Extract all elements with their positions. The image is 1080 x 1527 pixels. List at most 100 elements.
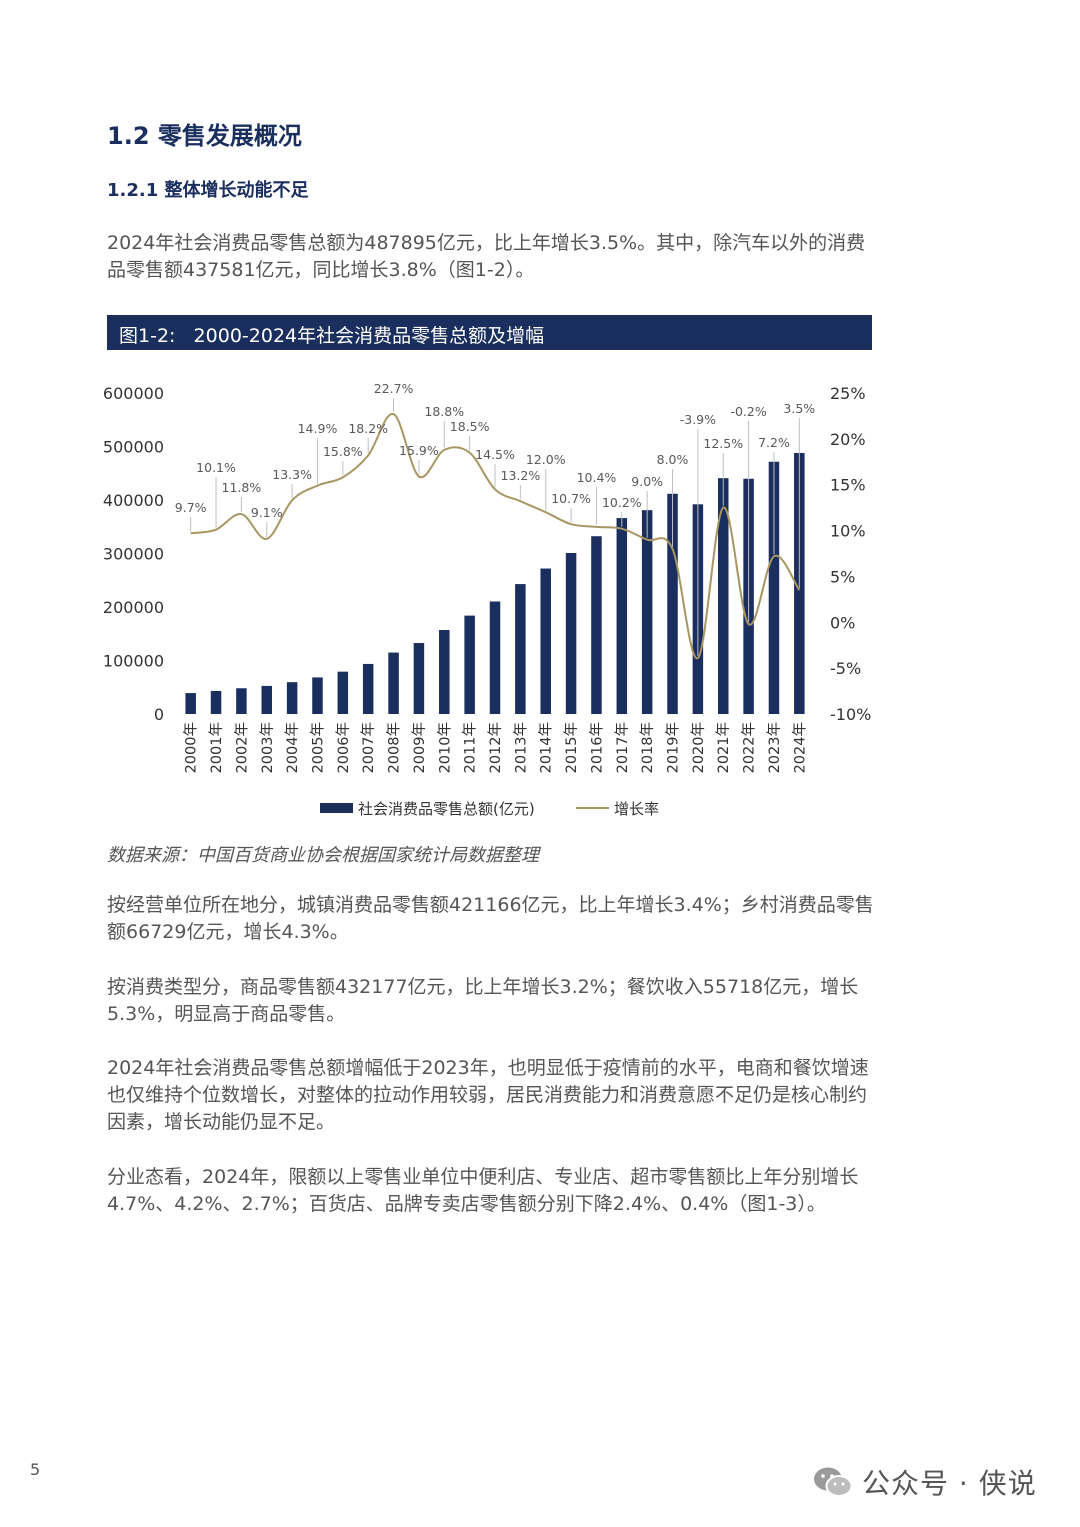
bar-2023年: [768, 461, 780, 714]
growth-label-2017年: 10.2%: [602, 495, 642, 510]
bar-2008年: [388, 652, 399, 714]
x-axis-label-2021年: 2021年: [715, 722, 732, 773]
growth-label-2015年: 10.7%: [551, 491, 591, 506]
growth-label-2009年: 15.9%: [399, 443, 439, 458]
x-axis-label-2000年: 2000年: [183, 722, 200, 773]
growth-label-2001年: 10.1%: [196, 460, 236, 475]
bar-2009年: [413, 643, 425, 714]
bar-2000年: [185, 693, 196, 714]
x-axis-label-2011年: 2011年: [462, 722, 479, 773]
left-axis-tick: 500000: [103, 438, 164, 457]
growth-label-2018年: 9.0%: [631, 474, 663, 489]
paragraph-by-format: 分业态看，2024年，限额以上零售业单位中便利店、专业店、超市零售额比上年分别增…: [107, 1166, 859, 1215]
x-axis-label-2014年: 2014年: [538, 722, 555, 773]
watermark-text: 公众号 · 侠说: [862, 1467, 1037, 1500]
growth-label-2024年: 3.5%: [783, 401, 815, 416]
right-axis-tick: 0%: [830, 613, 855, 632]
intro-paragraph: 2024年社会消费品零售总额为487895亿元，比上年增长3.5%。其中，除汽车…: [107, 232, 866, 281]
growth-label-2008年: 22.7%: [374, 381, 414, 396]
growth-label-2006年: 15.8%: [323, 444, 363, 459]
bar-2014年: [540, 568, 551, 714]
legend-bar-label: 社会消费品零售总额(亿元): [358, 800, 535, 818]
growth-label-2022年: -0.2%: [730, 404, 766, 419]
growth-label-2020年: -3.9%: [680, 412, 716, 427]
chart-legend: 社会消费品零售总额(亿元) 增长率: [320, 800, 659, 818]
subsection-heading: 1.2.1 整体增长动能不足: [107, 180, 309, 201]
left-axis-tick: 400000: [103, 491, 164, 510]
x-axis-label-2023年: 2023年: [766, 722, 783, 773]
x-axis-label-2017年: 2017年: [614, 722, 631, 773]
bar-2015年: [565, 553, 577, 714]
x-axis-label-2016年: 2016年: [588, 722, 605, 773]
bar-2017年: [616, 518, 628, 714]
right-axis-tick: -10%: [830, 705, 871, 724]
x-axis-label-2020年: 2020年: [690, 722, 707, 773]
left-axis-tick: 100000: [103, 652, 164, 671]
right-axis-tick: 25%: [830, 384, 866, 403]
bar-2011年: [464, 615, 475, 714]
growth-label-2000年: 9.7%: [175, 500, 207, 515]
left-axis-tick: 600000: [103, 384, 164, 403]
right-axis-tick: 5%: [830, 567, 855, 586]
bar-2012年: [489, 601, 501, 714]
bar-2006年: [337, 671, 349, 714]
bar-2013年: [515, 584, 526, 714]
right-axis-tick: 15%: [830, 476, 866, 495]
x-axis-label-2007年: 2007年: [360, 722, 377, 773]
x-axis-label-2008年: 2008年: [386, 722, 403, 773]
bar-2001年: [210, 690, 222, 714]
paragraph-by-consumption-type: 按消费类型分，商品零售额432177亿元，比上年增长3.2%；餐饮收入55718…: [107, 976, 859, 1025]
x-axis-label-2018年: 2018年: [639, 722, 656, 773]
bar-2002年: [236, 688, 247, 714]
bar-2004年: [286, 682, 298, 714]
x-axis-label-2006年: 2006年: [335, 722, 352, 773]
bar-2005年: [312, 677, 323, 714]
right-axis-tick: -5%: [830, 659, 861, 678]
data-source-note: 数据来源：中国百货商业协会根据国家统计局数据整理: [107, 845, 539, 866]
x-axis-label-2010年: 2010年: [436, 722, 453, 773]
x-axis-label-2015年: 2015年: [563, 722, 580, 773]
figure-title-band: 图1-2: 2000-2024年社会消费品零售总额及增幅: [107, 315, 872, 350]
growth-label-2021年: 12.5%: [703, 436, 743, 451]
x-axis-label-2004年: 2004年: [284, 722, 301, 773]
figure-title: 图1-2: 2000-2024年社会消费品零售总额及增幅: [119, 325, 545, 347]
bar-2016年: [591, 536, 602, 714]
growth-label-2014年: 12.0%: [526, 452, 566, 467]
bar-2007年: [362, 663, 374, 714]
paragraph-by-location: 按经营单位所在地分，城镇消费品零售额421166亿元，比上年增长3.4%；乡村消…: [107, 894, 874, 943]
x-axis-label-2013年: 2013年: [512, 722, 529, 773]
right-axis-tick: 20%: [830, 430, 866, 449]
growth-label-2012年: 14.5%: [475, 447, 515, 462]
left-axis-tick: 300000: [103, 545, 164, 564]
left-axis-tick: 0: [154, 705, 164, 724]
growth-label-2016年: 10.4%: [577, 470, 617, 485]
right-axis-tick: 10%: [830, 522, 866, 541]
x-axis-label-2009年: 2009年: [411, 722, 428, 773]
x-axis-label-2022年: 2022年: [741, 722, 758, 773]
growth-label-2023年: 7.2%: [758, 435, 790, 450]
x-axis-label-2019年: 2019年: [665, 722, 682, 773]
x-axis-label-2001年: 2001年: [208, 722, 225, 773]
watermark: 公众号 · 侠说: [812, 1464, 1037, 1500]
growth-label-2013年: 13.2%: [501, 468, 541, 483]
bar-2010年: [439, 630, 450, 714]
growth-label-2019年: 8.0%: [657, 452, 689, 467]
growth-label-2004年: 13.3%: [272, 467, 312, 482]
wechat-icon: [814, 1467, 853, 1497]
x-axis-label-2005年: 2005年: [309, 722, 326, 773]
growth-label-2011年: 18.5%: [450, 419, 490, 434]
growth-label-2010年: 18.8%: [424, 404, 464, 419]
legend-bar-swatch: [320, 803, 353, 813]
bar-2019年: [667, 493, 678, 714]
section-heading: 1.2 零售发展概况: [107, 122, 302, 150]
bar-2021年: [717, 478, 729, 714]
growth-label-2007年: 18.2%: [348, 421, 388, 436]
bar-2018年: [641, 510, 653, 714]
retail-sales-chart: 9.7% 10.1% 11.8% 9.1% 13.3% 14.9% 15.8% 18.2% 22…: [103, 381, 871, 818]
x-axis-label-2003年: 2003年: [259, 722, 276, 773]
growth-label-2003年: 9.1%: [251, 505, 283, 520]
legend-line-label: 增长率: [614, 800, 659, 818]
bar-2003年: [261, 685, 273, 714]
growth-label-2005年: 14.9%: [298, 421, 338, 436]
page-number: 5: [30, 1460, 41, 1479]
